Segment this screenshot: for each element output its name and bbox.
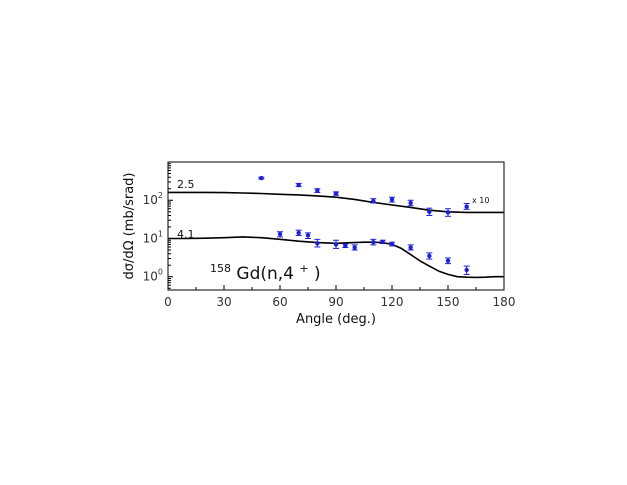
y-tick-base: 10 <box>143 193 158 207</box>
data-marker <box>371 239 376 245</box>
data-marker <box>464 267 469 273</box>
data-marker <box>315 188 320 193</box>
x-tick-label: 150 <box>437 295 460 309</box>
data-marker <box>380 239 385 244</box>
x-tick-label: 0 <box>164 295 172 309</box>
x-tick-label: 180 <box>493 295 516 309</box>
y-tick-exponent: 0 <box>158 268 163 277</box>
upper-energy-label: 2.5 <box>177 178 195 191</box>
data-point <box>407 244 414 251</box>
reaction-label-sup: + <box>299 262 308 275</box>
data-point <box>389 241 395 247</box>
y-tick-label: 102 <box>143 191 163 207</box>
x-tick-label: 90 <box>328 295 343 309</box>
data-marker <box>277 231 283 237</box>
data-point <box>389 196 395 203</box>
reaction-label: 158 Gd(n,4 + ) <box>210 257 321 284</box>
data-marker <box>352 245 357 250</box>
data-marker <box>427 209 432 214</box>
lower-energy-label: 4.1 <box>177 228 195 241</box>
data-marker <box>333 191 339 196</box>
data-marker <box>408 200 413 206</box>
x-tick-label: 120 <box>381 295 404 309</box>
data-marker <box>445 258 451 264</box>
data-point <box>463 203 470 210</box>
x-axis-title: Angle (deg.) <box>296 312 376 327</box>
data-point <box>351 244 358 251</box>
y-axis-title: dσ/dΩ (mb/srad) <box>122 173 137 280</box>
data-point <box>370 238 377 246</box>
y-tick-label: 101 <box>143 229 163 245</box>
data-point <box>379 239 386 244</box>
data-marker <box>343 243 348 248</box>
data-marker <box>305 233 311 238</box>
data-point <box>370 198 377 204</box>
scale-note: x 10 <box>472 196 489 205</box>
data-marker <box>408 245 413 250</box>
data-point <box>463 265 470 275</box>
x-axis-ticks: 0 30 60 90 120 150 180 <box>164 285 515 309</box>
data-point <box>426 207 433 216</box>
reaction-label-mass: 158 <box>210 262 231 275</box>
data-marker <box>371 198 376 204</box>
data-point <box>314 188 321 193</box>
data-point <box>258 175 265 181</box>
data-point <box>342 243 349 249</box>
x-tick-label: 60 <box>272 295 287 309</box>
data-marker <box>427 253 432 259</box>
data-point <box>333 191 339 196</box>
x-tick-label: 30 <box>216 295 231 309</box>
data-point <box>426 252 433 260</box>
data-point <box>305 232 311 239</box>
y-tick-exponent: 1 <box>158 229 163 238</box>
data-point <box>314 238 321 248</box>
data-marker <box>315 241 320 246</box>
reaction-label-main: Gd(n,4 <box>236 264 294 284</box>
series-layer <box>168 175 504 279</box>
data-marker <box>445 210 451 215</box>
data-point <box>333 239 339 249</box>
data-marker <box>296 182 301 188</box>
data-marker <box>464 204 469 209</box>
data-marker <box>389 197 395 202</box>
data-marker <box>296 230 301 236</box>
data-point <box>407 199 414 207</box>
y-tick-base: 10 <box>143 270 158 284</box>
data-point <box>445 208 451 217</box>
data-marker <box>389 241 395 247</box>
data-marker <box>259 175 264 181</box>
data-point <box>295 182 302 188</box>
y-tick-label: 100 <box>143 268 163 284</box>
data-point <box>295 229 302 236</box>
reaction-label-suffix: ) <box>314 264 321 284</box>
data-marker <box>333 242 339 247</box>
y-tick-exponent: 2 <box>158 191 163 200</box>
data-point <box>277 231 283 238</box>
y-tick-base: 10 <box>143 231 158 245</box>
data-point <box>445 257 451 265</box>
